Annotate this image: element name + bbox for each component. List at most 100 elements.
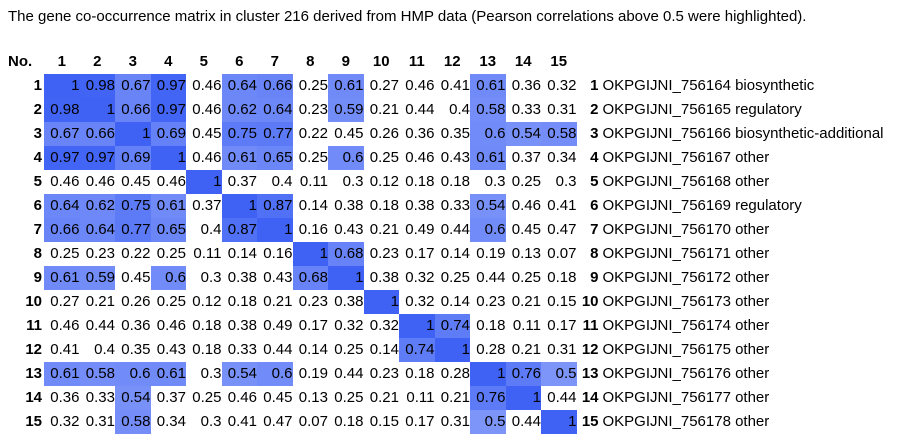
correlation-cell: 0.67	[44, 122, 80, 146]
correlation-cell: 0.37	[511, 149, 541, 166]
correlation-cell: 0.17	[547, 317, 577, 334]
correlation-cell: 0.21	[369, 221, 399, 238]
matrix-row: 7 0.66 0.64 0.77 0.65 0.4 0.87 1 0.16 0.43 0.21 0.4…	[4, 218, 884, 242]
correlation-cell: 0.6	[150, 266, 186, 290]
gene-number: 1	[590, 77, 599, 94]
correlation-cell: 0.18	[334, 413, 364, 430]
correlation-cell: 0.64	[79, 218, 115, 242]
column-header: 3	[128, 53, 137, 70]
matrix-row: 1 1 0.98 0.67 0.97 0.46 0.64 0.66 0.25 0.61 0.27 0.…	[4, 74, 884, 98]
correlation-cell: 0.6	[115, 362, 151, 386]
gene-label: OKPGIJNI_756177 other	[602, 389, 770, 406]
correlation-cell: 0.13	[511, 245, 541, 262]
row-number: 6	[33, 197, 42, 214]
correlation-cell: 0.14	[440, 245, 470, 262]
correlation-cell: 0.07	[298, 413, 328, 430]
correlation-cell: 0.14	[298, 341, 328, 358]
correlation-cell: 0.31	[85, 413, 115, 430]
correlation-cell: 0.12	[369, 173, 399, 190]
correlation-cell: 0.66	[44, 218, 80, 242]
correlation-cell: 0.14	[227, 245, 257, 262]
correlation-cell: 0.23	[369, 365, 399, 382]
correlation-cell: 0.54	[505, 122, 541, 146]
correlation-cell: 0.61	[470, 74, 506, 98]
correlation-cell: 0.64	[44, 194, 80, 218]
correlation-cell: 0.54	[470, 194, 506, 218]
gene-number: 10	[581, 293, 599, 310]
correlation-cell: 0.28	[476, 341, 506, 358]
correlation-cell: 0.45	[334, 125, 364, 142]
correlation-cell: 0.61	[44, 266, 80, 290]
correlation-cell: 0.38	[334, 197, 364, 214]
correlation-cell: 0.58	[541, 122, 577, 146]
gene-label: OKPGIJNI_756171 other	[602, 245, 770, 262]
correlation-cell: 1	[150, 146, 186, 170]
correlation-cell: 0.28	[440, 365, 470, 382]
matrix-row: 8 0.25 0.23 0.22 0.25 0.11 0.14 0.16 1 0.68 0.23 0.…	[4, 242, 884, 266]
correlation-cell: 0.87	[257, 194, 293, 218]
correlation-cell: 0.14	[369, 341, 399, 358]
matrix-row: 5 0.46 0.46 0.45 0.46 1 0.37 0.4 0.11 0.3 0.12 0.18…	[4, 170, 884, 194]
correlation-cell: 0.22	[121, 245, 151, 262]
matrix-row: 9 0.61 0.59 0.45 0.6 0.3 0.38 0.43 0.68 1 0.38 0.32…	[4, 266, 884, 290]
correlation-cell: 0.21	[369, 389, 399, 406]
correlation-cell: 1	[505, 386, 541, 410]
correlation-cell: 0.17	[298, 317, 328, 334]
row-number: 2	[33, 101, 42, 118]
correlation-cell: 0.3	[200, 365, 222, 382]
correlation-cell: 0.41	[227, 413, 257, 430]
correlation-cell: 0.62	[221, 98, 257, 122]
correlation-cell: 0.65	[150, 218, 186, 242]
correlation-cell: 0.44	[476, 269, 506, 286]
column-header: 15	[550, 53, 568, 70]
correlation-cell: 0.68	[292, 266, 328, 290]
correlation-cell: 0.97	[79, 146, 115, 170]
correlation-cell: 0.25	[156, 245, 186, 262]
correlation-cell: 0.32	[405, 293, 435, 310]
correlation-cell: 0.23	[298, 293, 328, 310]
correlation-cell: 0.54	[221, 362, 257, 386]
correlation-cell: 0.17	[405, 413, 435, 430]
correlation-cell: 0.37	[156, 389, 186, 406]
gene-number: 9	[590, 269, 599, 286]
correlation-cell: 0.11	[299, 173, 328, 190]
correlation-cell: 0.45	[121, 173, 151, 190]
correlation-cell: 1	[292, 242, 328, 266]
row-number: 8	[33, 245, 42, 262]
correlation-cell: 0.23	[85, 245, 115, 262]
correlation-cell: 1	[257, 218, 293, 242]
correlation-cell: 0.25	[511, 173, 541, 190]
matrix-row: 14 0.36 0.33 0.54 0.37 0.25 0.46 0.45 0.13 0.25 0.…	[4, 386, 884, 410]
correlation-table: No. 1 2 3 4 5 6 7 8 9 10 11 12 13 14 15 1 1 0.98 0.67 0.97 0…	[4, 50, 884, 434]
correlation-cell: 0.19	[298, 365, 328, 382]
correlation-cell: 0.18	[440, 173, 470, 190]
correlation-cell: 0.43	[156, 341, 186, 358]
correlation-cell: 0.18	[369, 197, 399, 214]
correlation-cell: 0.65	[257, 146, 293, 170]
correlation-cell: 0.44	[440, 221, 470, 238]
correlation-cell: 1	[221, 194, 257, 218]
gene-label: OKPGIJNI_756175 other	[602, 341, 770, 358]
correlation-cell: 0.14	[298, 197, 328, 214]
correlation-cell: 0.44	[547, 389, 577, 406]
correlation-cell: 0.4	[94, 341, 115, 358]
table-body: 1 1 0.98 0.67 0.97 0.46 0.64 0.66 0.25 0.61 0.27 0.…	[4, 74, 884, 434]
correlation-cell: 0.25	[298, 77, 328, 94]
correlation-cell: 0.97	[150, 98, 186, 122]
column-header: 10	[372, 53, 390, 70]
correlation-cell: 0.45	[121, 269, 151, 286]
correlation-cell: 0.16	[263, 245, 293, 262]
gene-number: 13	[581, 365, 599, 382]
correlation-cell: 0.23	[298, 101, 328, 118]
correlation-cell: 0.61	[150, 194, 186, 218]
correlation-cell: 0.18	[192, 317, 222, 334]
correlation-cell: 0.97	[44, 146, 80, 170]
correlation-cell: 0.23	[369, 245, 399, 262]
correlation-cell: 0.74	[434, 314, 470, 338]
correlation-cell: 0.34	[547, 149, 577, 166]
correlation-cell: 0.07	[547, 245, 577, 262]
correlation-cell: 0.4	[271, 173, 293, 190]
correlation-cell: 0.61	[44, 362, 80, 386]
